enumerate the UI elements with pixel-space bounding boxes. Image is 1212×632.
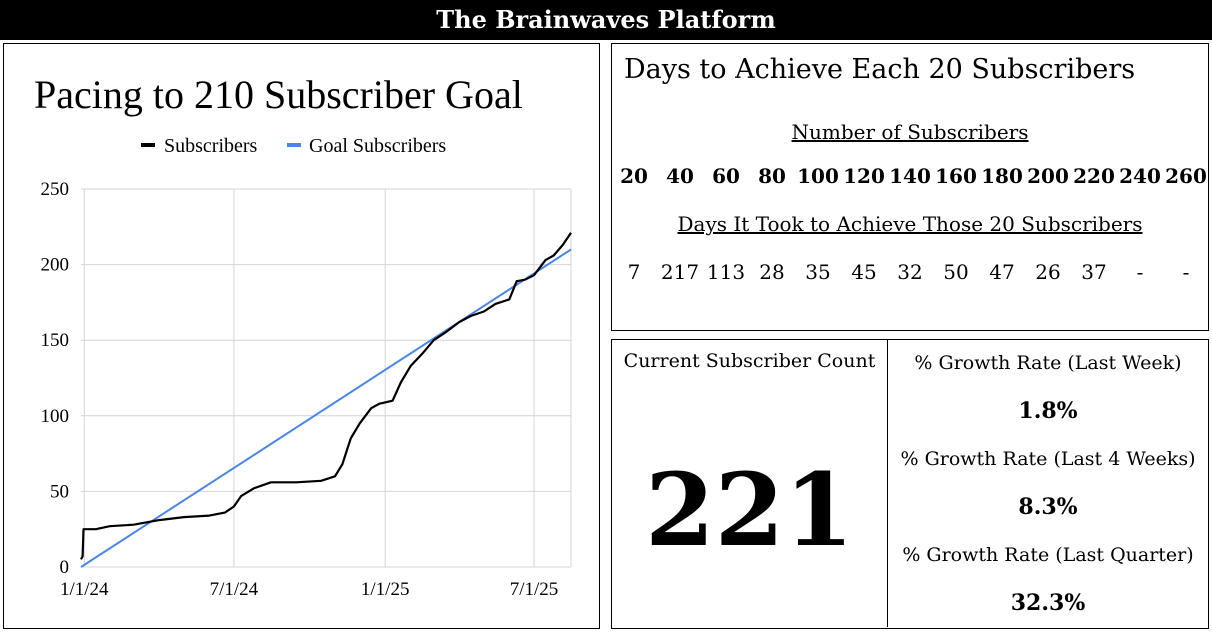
- growth-week-label: % Growth Rate (Last Week): [914, 352, 1182, 374]
- subscriber-mark: 240: [1119, 164, 1161, 188]
- y-tick-label: 150: [41, 330, 70, 351]
- days-value: 217: [660, 260, 700, 284]
- subscriber-mark: 60: [712, 164, 740, 188]
- y-axis-ticks: 0 50 100 150 200 250: [41, 179, 70, 578]
- growth-4weeks-value: 8.3%: [1018, 494, 1078, 520]
- x-tick-label: 7/1/25: [510, 579, 559, 600]
- x-tick-label: 1/1/24: [60, 579, 109, 600]
- subscriber-mark: 180: [981, 164, 1023, 188]
- subscriber-mark: 260: [1165, 164, 1207, 188]
- subscriber-mark: 160: [935, 164, 977, 188]
- subscribers-heading: Number of Subscribers: [791, 120, 1029, 144]
- y-tick-label: 200: [41, 255, 70, 276]
- current-count-value: 221: [645, 451, 854, 569]
- growth-week-value: 1.8%: [1018, 398, 1078, 424]
- subscriber-mark: 120: [843, 164, 885, 188]
- stats-panel: Current Subscriber Count 221 % Growth Ra…: [611, 339, 1209, 629]
- y-tick-label: 0: [60, 557, 70, 578]
- legend-label-subscribers: Subscribers: [164, 135, 258, 157]
- y-tick-label: 50: [50, 481, 69, 502]
- days-values-row: 7 217 113 28 35 45 32 50 47 26 37 - -: [612, 260, 1208, 290]
- days-value: 113: [706, 260, 746, 284]
- chart-panel: Pacing to 210 Subscriber Goal Subscriber…: [3, 43, 600, 629]
- legend-label-goal: Goal Subscribers: [309, 135, 446, 157]
- days-heading: Days It Took to Achieve Those 20 Subscri…: [677, 212, 1143, 236]
- days-value: -: [1136, 260, 1144, 284]
- subscriber-mark: 80: [758, 164, 786, 188]
- platform-banner: The Brainwaves Platform: [0, 0, 1212, 40]
- subscriber-mark: 140: [889, 164, 931, 188]
- growth-quarter-value: 32.3%: [1010, 590, 1086, 616]
- subscribers-line: [80, 232, 572, 560]
- days-to-achieve-panel: Days to Achieve Each 20 Subscribers Numb…: [611, 43, 1209, 331]
- subscriber-mark: 200: [1027, 164, 1069, 188]
- x-tick-label: 7/1/24: [210, 579, 259, 600]
- subscriber-marks-row: 20 40 60 80 100 120 140 160 180 200 220 240 260: [612, 164, 1208, 194]
- growth-4weeks-label: % Growth Rate (Last 4 Weeks): [900, 448, 1196, 470]
- grid-layer: [81, 188, 572, 568]
- days-value: 47: [989, 260, 1015, 284]
- y-tick-label: 100: [41, 406, 70, 427]
- days-value: 32: [897, 260, 923, 284]
- days-value: 28: [759, 260, 785, 284]
- platform-title: The Brainwaves Platform: [436, 5, 776, 34]
- days-value: -: [1182, 260, 1190, 284]
- subscriber-mark: 220: [1073, 164, 1115, 188]
- legend-swatch-goal: [287, 143, 301, 147]
- series-layer: [80, 232, 572, 568]
- legend: Subscribers Goal Subscribers: [141, 135, 446, 157]
- x-axis-ticks: 1/1/24 7/1/24 1/1/25 7/1/25: [60, 579, 558, 600]
- subscriber-pacing-chart: Pacing to 210 Subscriber Goal Subscriber…: [34, 72, 572, 600]
- y-tick-label: 250: [41, 179, 70, 200]
- subscriber-mark: 40: [666, 164, 694, 188]
- days-value: 37: [1081, 260, 1107, 284]
- days-value: 45: [851, 260, 877, 284]
- goal-subscribers-line: [80, 248, 572, 568]
- subscriber-mark: 100: [797, 164, 839, 188]
- growth-rates-cell: % Growth Rate (Last Week) 1.8% % Growth …: [888, 340, 1208, 627]
- subscriber-mark: 20: [620, 164, 648, 188]
- current-count-label: Current Subscriber Count: [623, 350, 876, 372]
- chart-title: Pacing to 210 Subscriber Goal: [34, 72, 523, 117]
- x-tick-label: 1/1/25: [361, 579, 410, 600]
- days-value: 50: [943, 260, 969, 284]
- days-value: 7: [627, 260, 641, 284]
- days-table-title: Days to Achieve Each 20 Subscribers: [624, 54, 1136, 85]
- days-value: 35: [805, 260, 831, 284]
- days-value: 26: [1035, 260, 1061, 284]
- current-count-cell: Current Subscriber Count 221: [612, 340, 888, 627]
- growth-quarter-label: % Growth Rate (Last Quarter): [902, 544, 1194, 566]
- legend-swatch-subscribers: [141, 143, 155, 147]
